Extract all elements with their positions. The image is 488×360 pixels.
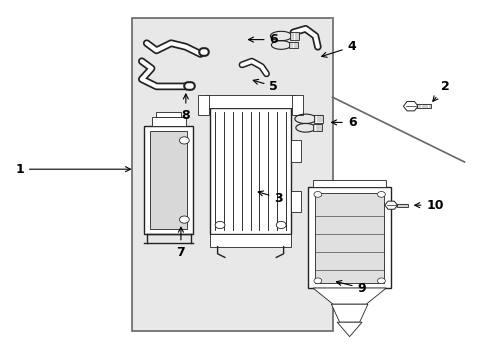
Circle shape	[276, 221, 285, 229]
Bar	[289, 32, 298, 40]
Polygon shape	[337, 322, 361, 337]
Bar	[396, 204, 407, 207]
Polygon shape	[312, 288, 386, 304]
Text: 8: 8	[181, 94, 190, 122]
Circle shape	[215, 221, 224, 229]
Bar	[144, 126, 193, 234]
Bar	[156, 112, 181, 117]
Text: 9: 9	[336, 280, 366, 294]
Bar	[314, 115, 323, 122]
Text: 2: 2	[432, 80, 448, 101]
Text: 6: 6	[331, 116, 356, 129]
Circle shape	[313, 278, 321, 284]
Circle shape	[377, 278, 385, 284]
Bar	[315, 193, 383, 283]
Bar	[150, 131, 187, 229]
Text: 1: 1	[15, 163, 130, 176]
Text: 4: 4	[321, 40, 356, 57]
Bar	[206, 95, 294, 108]
Bar	[290, 191, 300, 212]
Circle shape	[377, 192, 385, 197]
Bar	[151, 117, 185, 126]
Polygon shape	[403, 102, 417, 111]
Bar	[290, 140, 300, 162]
Bar	[132, 18, 332, 331]
Bar	[288, 41, 297, 49]
Polygon shape	[384, 201, 397, 209]
Circle shape	[179, 137, 189, 144]
Bar	[292, 95, 303, 115]
Polygon shape	[332, 18, 464, 162]
Circle shape	[313, 192, 321, 197]
Bar	[210, 234, 290, 247]
Polygon shape	[331, 304, 367, 322]
Bar	[416, 104, 429, 108]
Bar	[312, 180, 386, 187]
Text: 7: 7	[176, 227, 185, 258]
Text: 5: 5	[253, 79, 278, 93]
Bar	[313, 124, 322, 131]
Text: 10: 10	[414, 199, 443, 212]
Text: 6: 6	[248, 33, 278, 46]
Bar	[210, 108, 290, 234]
Circle shape	[179, 216, 189, 223]
Bar	[198, 95, 208, 115]
Bar	[307, 187, 390, 288]
Text: 3: 3	[258, 191, 283, 204]
